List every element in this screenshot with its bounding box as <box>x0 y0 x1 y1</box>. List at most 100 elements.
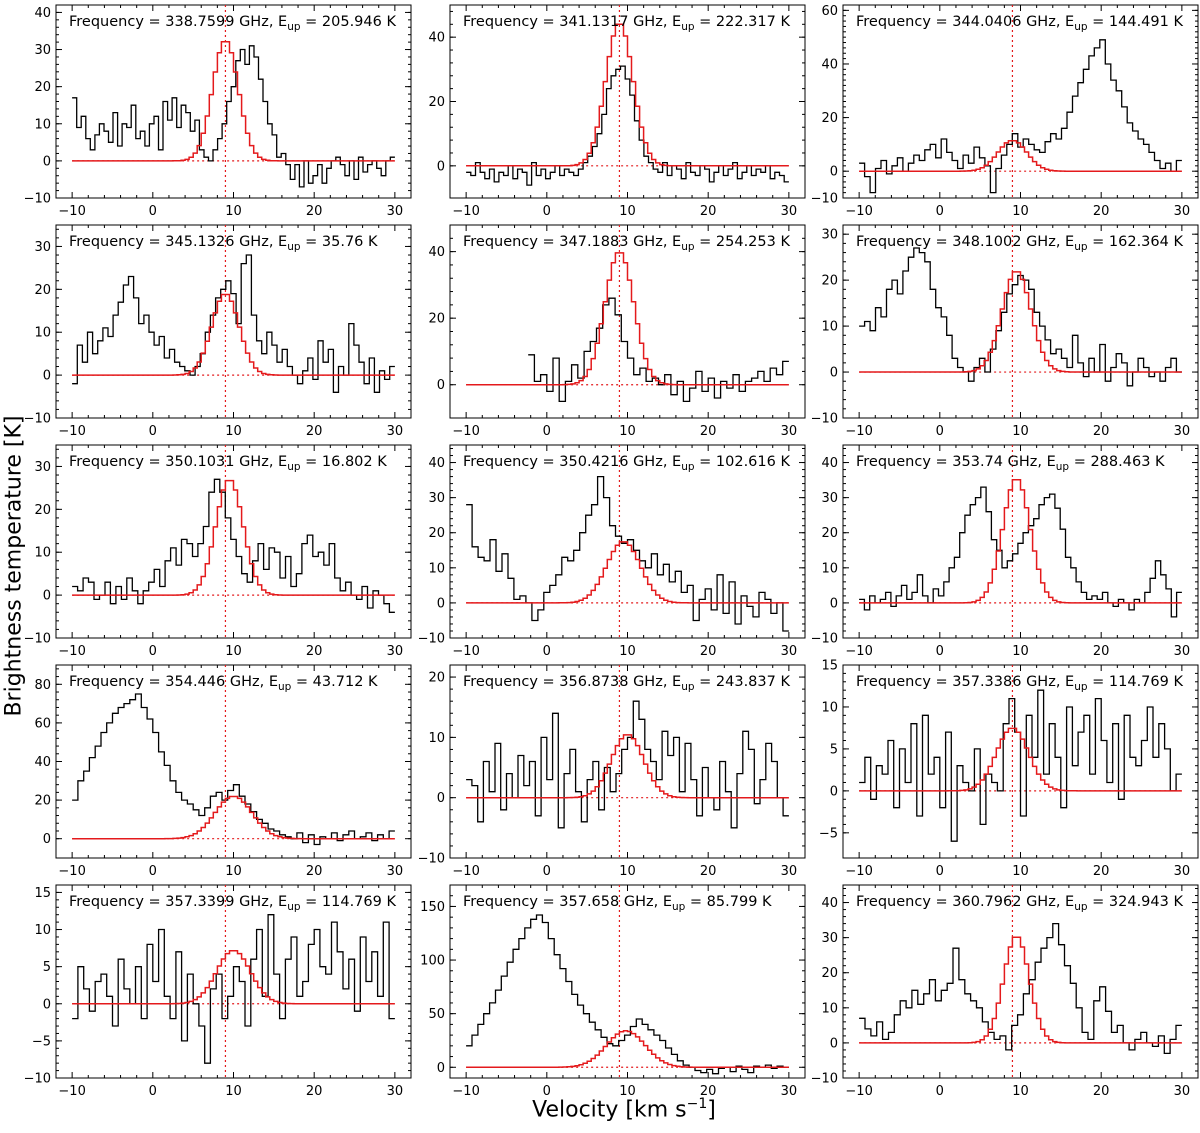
y-tick-label: −10 <box>418 852 445 867</box>
x-tick-label: 20 <box>306 644 323 659</box>
y-tick-label: 30 <box>821 228 838 243</box>
x-tick-label: −10 <box>58 864 85 879</box>
y-tick-label: 10 <box>821 1001 838 1016</box>
y-tick-label: 100 <box>420 954 445 969</box>
panel-plot-area <box>466 665 789 858</box>
observed-spectrum <box>859 39 1182 194</box>
model-spectrum <box>466 252 789 386</box>
x-tick-label: 30 <box>781 1084 798 1099</box>
y-tick-label: 0 <box>437 791 445 806</box>
x-axis-label: Velocity [km s−1] <box>532 1096 716 1122</box>
panel-title: Frequency = 347.1883 GHz, Eup = 254.253 … <box>463 234 790 253</box>
y-tick-label: 50 <box>428 1007 445 1022</box>
x-tick-label: 30 <box>387 204 404 219</box>
panel-plot-area <box>72 445 395 638</box>
observed-spectrum <box>72 693 395 846</box>
y-axis-label: Brightness temperature [K] <box>1 415 27 717</box>
x-tick-label: −10 <box>845 204 872 219</box>
x-tick-label: 0 <box>543 644 551 659</box>
x-tick-label: −10 <box>845 864 872 879</box>
observed-spectrum <box>466 65 789 186</box>
model-spectrum <box>72 293 395 376</box>
x-tick-label: 30 <box>387 644 404 659</box>
panel-title: Frequency = 350.1031 GHz, Eup = 16.802 K <box>69 454 387 473</box>
x-tick-label: 30 <box>781 424 798 439</box>
y-tick-label: −10 <box>811 412 838 427</box>
y-tick-label: 0 <box>437 1061 445 1076</box>
x-tick-label: 10 <box>619 864 636 879</box>
x-tick-label: 0 <box>936 864 944 879</box>
panel-plot-area <box>466 885 789 1078</box>
panel-frame <box>55 664 412 859</box>
x-tick-label: 0 <box>149 424 157 439</box>
x-tick-label: 20 <box>700 864 717 879</box>
x-tick-label: −10 <box>452 644 479 659</box>
panel-frame <box>842 224 1199 419</box>
panel-frame <box>55 224 412 419</box>
x-tick-label: 10 <box>1012 204 1029 219</box>
panel-frame <box>842 444 1199 639</box>
x-axis-label-exponent: −1 <box>686 1096 708 1112</box>
y-tick-label: 10 <box>428 561 445 576</box>
observed-spectrum <box>72 914 395 1064</box>
y-tick-label: 0 <box>43 154 51 169</box>
spectrum-panel-1: −10 0 10 20 30 −10 0 10 20 30 40 Frequency = 338.75… <box>24 4 412 219</box>
x-tick-label: −10 <box>452 1084 479 1099</box>
x-tick-label: 10 <box>1012 1084 1029 1099</box>
observed-spectrum <box>466 700 789 829</box>
panel-frame <box>55 444 412 639</box>
panel-frame <box>449 664 806 859</box>
x-tick-label: 20 <box>1093 424 1110 439</box>
y-tick-label: 0 <box>43 997 51 1012</box>
y-tick-label: 10 <box>34 117 51 132</box>
y-tick-label: 10 <box>34 546 51 561</box>
panel-title: Frequency = 356.8738 GHz, Eup = 243.837 … <box>463 674 790 693</box>
y-tick-label: 20 <box>428 671 445 686</box>
panel-plot-area <box>859 445 1182 638</box>
x-tick-label: 30 <box>1174 204 1191 219</box>
y-tick-label: −5 <box>819 826 838 841</box>
y-tick-label: 30 <box>821 931 838 946</box>
spectrum-panel-10: −10 0 10 20 30 0 20 40 60 80 Frequency = 354.446 G… <box>34 664 412 879</box>
x-tick-label: −10 <box>58 644 85 659</box>
x-tick-label: 20 <box>700 1084 717 1099</box>
x-tick-label: 0 <box>936 424 944 439</box>
y-tick-label: 10 <box>428 731 445 746</box>
x-tick-label: 20 <box>700 644 717 659</box>
model-spectrum <box>72 795 395 840</box>
spectrum-panel-8: −10 0 10 20 30 −10 0 10 20 30 40 Frequency = 350.42… <box>418 444 806 659</box>
observed-spectrum <box>72 478 395 613</box>
x-tick-label: 20 <box>306 424 323 439</box>
y-tick-label: 40 <box>821 456 838 471</box>
y-tick-label: 0 <box>830 784 838 799</box>
y-tick-label: 20 <box>821 966 838 981</box>
y-tick-label: 20 <box>821 274 838 289</box>
observed-spectrum <box>466 914 789 1075</box>
panel-title: Frequency = 357.3399 GHz, Eup = 114.769 … <box>69 894 396 913</box>
x-tick-label: 30 <box>1174 644 1191 659</box>
model-spectrum <box>466 541 789 604</box>
y-tick-label: 0 <box>830 165 838 180</box>
y-tick-label: 0 <box>830 596 838 611</box>
model-spectrum <box>859 478 1182 604</box>
y-tick-label: 20 <box>34 80 51 95</box>
x-tick-label: 20 <box>1093 204 1110 219</box>
x-tick-label: 0 <box>149 204 157 219</box>
y-tick-label: 40 <box>34 755 51 770</box>
panel-title: Frequency = 341.1317 GHz, Eup = 222.317 … <box>463 14 790 33</box>
model-spectrum <box>859 139 1182 172</box>
x-tick-label: 20 <box>700 424 717 439</box>
x-tick-label: 10 <box>225 1084 242 1099</box>
x-tick-label: 10 <box>619 204 636 219</box>
x-tick-label: −10 <box>58 1084 85 1099</box>
y-tick-label: 40 <box>428 456 445 471</box>
x-axis-label-main: Velocity [km s <box>532 1097 687 1123</box>
x-tick-label: 0 <box>149 1084 157 1099</box>
x-tick-label: −10 <box>58 424 85 439</box>
panel-title: Frequency = 350.4216 GHz, Eup = 102.616 … <box>463 454 790 473</box>
x-tick-label: −10 <box>452 204 479 219</box>
y-tick-label: 20 <box>34 283 51 298</box>
y-tick-label: 80 <box>34 678 51 693</box>
y-tick-label: 150 <box>420 900 445 915</box>
